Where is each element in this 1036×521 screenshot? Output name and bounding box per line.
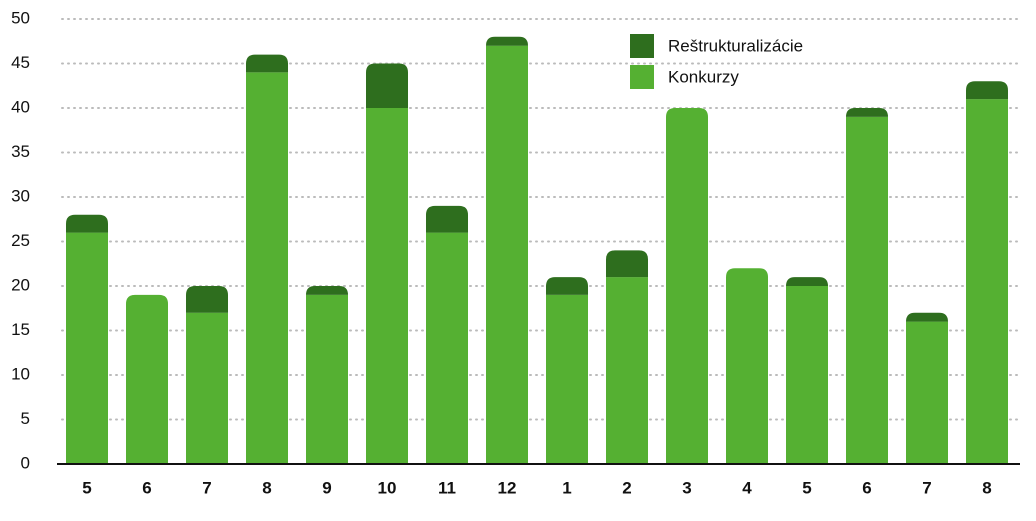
bar-segment <box>606 250 648 278</box>
x-tick-label: 7 <box>202 478 211 497</box>
bar-segment <box>606 277 648 464</box>
x-tick-label: 5 <box>802 478 811 497</box>
y-tick-label: 15 <box>11 320 30 339</box>
bar-segment <box>306 286 348 295</box>
y-tick-label: 10 <box>11 364 30 383</box>
bar-segment <box>666 108 708 464</box>
bar-segment <box>966 81 1008 100</box>
bar-segment <box>246 54 288 73</box>
bar-segment <box>66 232 108 464</box>
x-tick-label: 5 <box>82 478 91 497</box>
y-tick-label: 50 <box>11 8 30 27</box>
bar-segment <box>486 36 528 46</box>
legend-swatch <box>630 34 654 58</box>
legend-label: Reštrukturalizácie <box>668 36 803 55</box>
bar-segment <box>846 116 888 465</box>
x-tick-label: 1 <box>562 478 571 497</box>
x-tick-label: 9 <box>322 478 331 497</box>
y-tick-label: 45 <box>11 53 30 72</box>
bar-segment <box>186 312 228 464</box>
bar-segment <box>366 108 408 464</box>
y-tick-label: 30 <box>11 186 30 205</box>
bar-segment <box>846 108 888 117</box>
y-tick-label: 35 <box>11 142 30 161</box>
bar-segment <box>966 99 1008 464</box>
bar-segment <box>366 63 408 108</box>
x-tick-label: 4 <box>742 478 752 497</box>
legend-label: Konkurzy <box>668 67 739 86</box>
y-tick-label: 40 <box>11 97 30 116</box>
x-tick-label: 6 <box>142 478 151 497</box>
legend-swatch <box>630 65 654 89</box>
y-tick-label: 20 <box>11 275 30 294</box>
bar-segment <box>426 232 468 464</box>
x-tick-label: 2 <box>622 478 631 497</box>
bar-segment <box>426 205 468 233</box>
x-tick-label: 11 <box>438 478 456 497</box>
bar-segment <box>546 294 588 464</box>
bar-segment <box>246 72 288 465</box>
x-tick-label: 8 <box>262 478 271 497</box>
bar-segment <box>486 45 528 464</box>
x-tick-label: 3 <box>682 478 691 497</box>
bar-segment <box>906 312 948 322</box>
x-tick-label: 8 <box>982 478 991 497</box>
y-tick-label: 5 <box>21 409 30 428</box>
x-tick-label: 6 <box>862 478 871 497</box>
bar-segment <box>726 268 768 464</box>
bar-segment <box>786 277 828 286</box>
bar-segment <box>126 294 168 464</box>
bar-segment <box>306 294 348 464</box>
y-tick-label: 0 <box>21 453 30 472</box>
x-tick-label: 10 <box>378 478 397 497</box>
bar-segment <box>906 321 948 464</box>
x-tick-label: 7 <box>922 478 931 497</box>
bar-segment <box>786 286 828 464</box>
y-tick-label: 25 <box>11 231 30 250</box>
bar-segment <box>546 277 588 295</box>
x-tick-label: 12 <box>498 478 517 497</box>
bar-segment <box>186 286 228 313</box>
bar-segment <box>66 214 108 233</box>
